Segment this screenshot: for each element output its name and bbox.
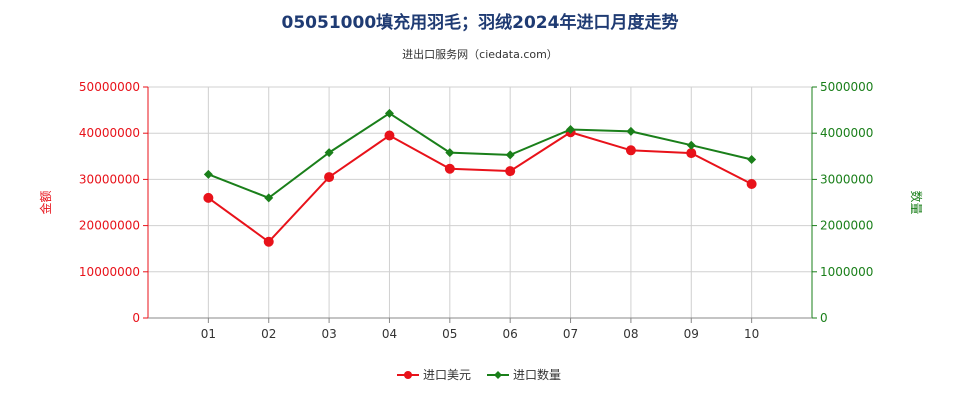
x-tick-label: 03 <box>321 327 336 341</box>
chart-subtitle: 进出口服务网（ciedata.com） <box>402 48 558 61</box>
data-point-marker <box>686 148 697 159</box>
data-point-marker <box>625 145 636 156</box>
data-point-marker <box>324 172 335 183</box>
left-axis-label: 金额 <box>38 190 53 214</box>
data-point-marker <box>686 140 696 150</box>
x-tick-label: 09 <box>684 327 699 341</box>
x-tick-label: 05 <box>442 327 457 341</box>
left-tick-label: 20000000 <box>79 219 140 233</box>
data-point-marker <box>445 148 455 158</box>
x-tick-label: 10 <box>744 327 759 341</box>
right-axis-label: 数量 <box>909 190 924 214</box>
x-tick-label: 02 <box>261 327 276 341</box>
data-point-marker <box>746 179 757 190</box>
right-tick-label: 5000000 <box>820 80 873 94</box>
legend-label: 进口美元 <box>423 368 471 382</box>
left-tick-label: 30000000 <box>79 172 140 186</box>
data-point-marker <box>444 163 455 174</box>
legend-label: 进口数量 <box>513 367 561 382</box>
data-point-marker <box>505 166 516 177</box>
right-tick-label: 4000000 <box>820 126 873 140</box>
x-tick-label: 06 <box>503 327 518 341</box>
right-tick-label: 2000000 <box>820 219 873 233</box>
data-point-marker <box>263 236 274 247</box>
data-point-marker <box>384 130 395 141</box>
right-tick-label: 1000000 <box>820 265 873 279</box>
left-tick-label: 40000000 <box>79 126 140 140</box>
data-point-marker <box>747 155 757 165</box>
chart-title: 05051000填充用羽毛；羽绒2024年进口月度走势 <box>281 13 679 33</box>
series-line-1 <box>207 131 753 244</box>
right-tick-label: 0 <box>820 311 828 325</box>
legend-swatch-marker <box>404 371 412 379</box>
data-point-marker <box>566 125 576 135</box>
data-point-marker <box>324 148 334 158</box>
series-line-2 <box>208 112 752 200</box>
legend-swatch-marker <box>494 371 502 379</box>
data-point-marker <box>384 108 394 118</box>
x-tick-label: 08 <box>623 327 638 341</box>
data-point-marker <box>203 192 214 203</box>
data-point-marker <box>203 169 213 179</box>
data-point-marker <box>264 193 274 203</box>
left-tick-label: 0 <box>132 311 140 325</box>
left-tick-label: 10000000 <box>79 265 140 279</box>
x-tick-label: 01 <box>201 327 216 341</box>
left-tick-label: 50000000 <box>79 80 140 94</box>
x-tick-label: 04 <box>382 327 397 341</box>
right-tick-label: 3000000 <box>820 172 873 186</box>
data-point-marker <box>626 126 636 136</box>
x-tick-label: 07 <box>563 327 578 341</box>
data-point-marker <box>505 150 515 160</box>
